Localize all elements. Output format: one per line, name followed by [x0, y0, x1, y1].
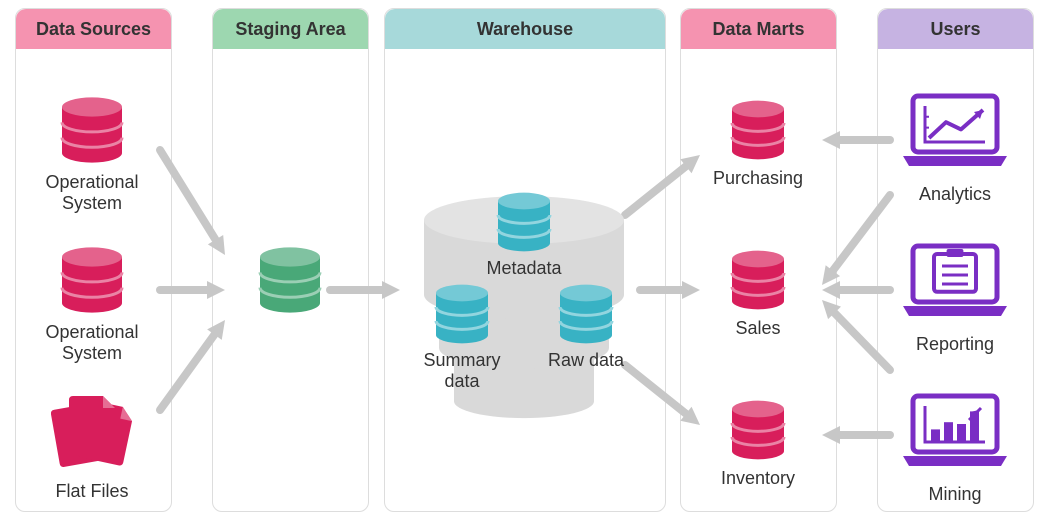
node-label: Purchasing [678, 168, 838, 189]
node-label: Flat Files [12, 481, 172, 502]
node-label: Metadata [444, 258, 604, 279]
col-header: Data Marts [681, 9, 836, 49]
diagram-canvas: { "type": "flowchart", "canvas": {"width… [0, 0, 1050, 520]
col-sources: Data Sources [15, 8, 172, 512]
node-label: Analytics [875, 184, 1035, 205]
col-header: Staging Area [213, 9, 368, 49]
col-marts: Data Marts [680, 8, 837, 512]
col-header: Data Sources [16, 9, 171, 49]
node-label: OperationalSystem [12, 322, 172, 363]
col-header: Users [878, 9, 1033, 49]
node-label: Reporting [875, 334, 1035, 355]
col-header: Warehouse [385, 9, 665, 49]
col-staging: Staging Area [212, 8, 369, 512]
node-label: OperationalSystem [12, 172, 172, 213]
node-label: Inventory [678, 468, 838, 489]
node-label: Mining [875, 484, 1035, 505]
col-users: Users [877, 8, 1034, 512]
node-label: Sales [678, 318, 838, 339]
node-label: Raw data [506, 350, 666, 371]
